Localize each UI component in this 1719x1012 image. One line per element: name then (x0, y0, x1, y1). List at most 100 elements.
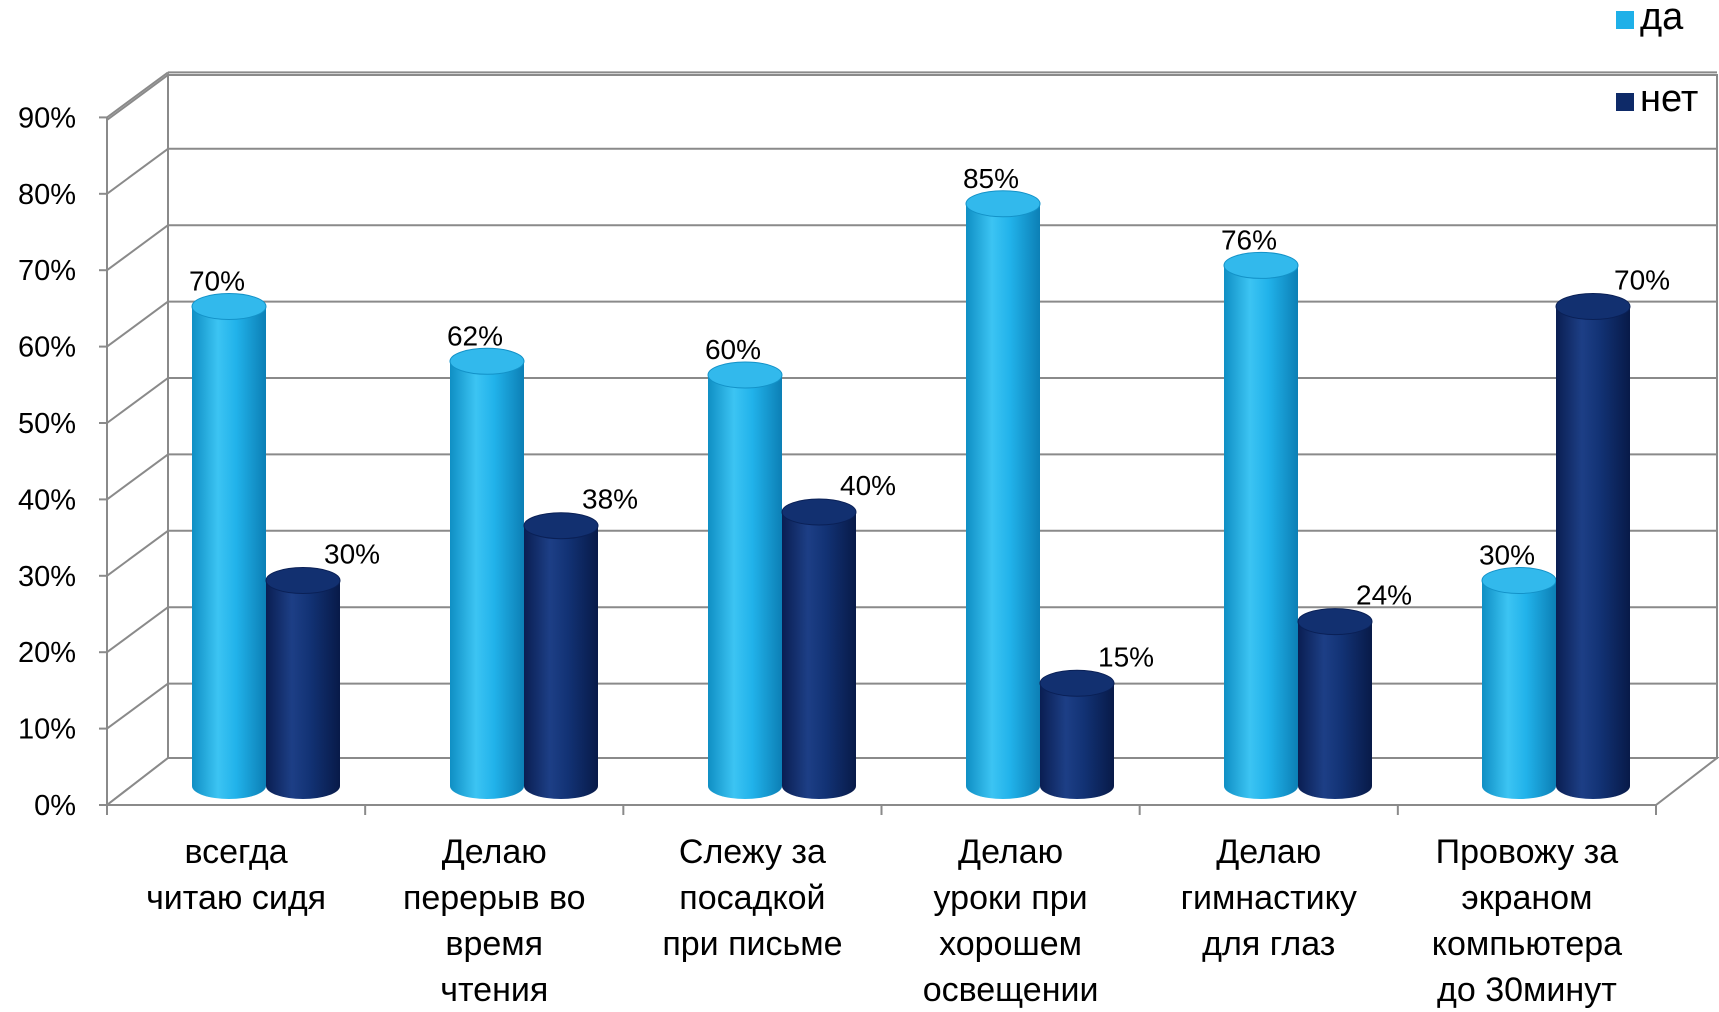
category-label-line: чтения (440, 971, 548, 1009)
y-tick-label: 50% (18, 408, 76, 440)
bar-top (707, 361, 783, 389)
category-label-line: Провожу за (1436, 833, 1619, 871)
data-label: 15% (1098, 641, 1154, 672)
gridline-side (106, 147, 169, 195)
y-tick-label: 30% (18, 561, 76, 593)
bar-da-4 (1223, 251, 1299, 799)
bar-top (449, 347, 525, 375)
bar-body (1040, 683, 1114, 799)
bar-net-4 (1297, 608, 1373, 799)
gridline-side (106, 300, 169, 348)
category-label-line: уроки при (934, 879, 1088, 917)
gridline-side (106, 377, 169, 424)
bar-top (1223, 251, 1299, 279)
data-label: 70% (1614, 265, 1670, 296)
gridline-side (106, 529, 169, 577)
y-tick-label: 70% (18, 255, 76, 287)
gridline-side (106, 682, 169, 730)
bar-body (524, 525, 598, 799)
category-label-line: время (445, 925, 543, 963)
data-label: 30% (1479, 540, 1535, 571)
data-label: 40% (840, 470, 896, 501)
bar-top (781, 498, 857, 526)
category-label-1: Делаю перерыв во время чтения (403, 833, 586, 1009)
y-tick-label: 0% (34, 790, 76, 822)
category-label-line: Делаю (1216, 833, 1321, 871)
legend-swatch-da (1616, 11, 1634, 29)
bar-net-3 (1039, 669, 1115, 799)
legend-label-net: нет (1640, 78, 1698, 120)
category-label-line: при письме (662, 925, 842, 963)
category-label-line: Делаю (442, 833, 547, 871)
bar-da-0 (191, 293, 267, 799)
bar-net-2 (781, 498, 857, 799)
data-label: 30% (324, 539, 380, 570)
chart-floor (104, 757, 1719, 806)
category-label-5: Провожу за экраном компьютера до 30минут (1432, 833, 1622, 1009)
legend: да нет (1616, 0, 1698, 120)
category-label-0: всегда читаю сидя (146, 833, 326, 917)
category-label-line: гимнастику (1181, 879, 1357, 917)
data-labels: 70% 30% 62% 38% 60% 40% 85% 15% 76% 24% 30% 70% (189, 163, 1670, 673)
bar-top (1039, 669, 1115, 697)
bar-body (782, 512, 856, 799)
y-tick-label: 90% (18, 102, 76, 134)
bar-net-1 (523, 512, 599, 799)
bar-body (1482, 580, 1556, 799)
bar-body (450, 361, 524, 799)
bar-body (1224, 265, 1298, 799)
y-tick-label: 20% (18, 637, 76, 669)
category-label-4: Делаю гимнастику для глаз (1181, 833, 1357, 963)
y-tick-label: 60% (18, 332, 76, 364)
bar-da-5 (1481, 567, 1557, 799)
bar-da-1 (449, 347, 525, 799)
category-label-3: Делаю уроки при хорошем освещении (923, 833, 1099, 1009)
axes: 0% 10% 20% 30% 40% 50% 60% 70% 80% 90% (18, 102, 1657, 822)
bar-da-3 (965, 190, 1041, 799)
bar-top (523, 512, 599, 540)
data-label: 76% (1221, 224, 1277, 255)
category-label-2: Слежу за посадкой при письме (662, 833, 842, 963)
category-label-line: посадкой (679, 879, 825, 917)
bar-body (192, 306, 266, 799)
category-label-line: Делаю (958, 833, 1063, 871)
bar-body (1556, 306, 1630, 799)
category-label-line: хорошем (939, 925, 1082, 963)
y-tick-label: 10% (18, 714, 76, 746)
category-labels: всегда читаю сидя Делаю перерыв во время чтен… (146, 833, 1622, 1009)
bar-body (966, 203, 1040, 799)
gridline-side (106, 71, 169, 119)
gridline-side (106, 453, 169, 501)
bar-top (1297, 608, 1373, 636)
category-label-line: Слежу за (679, 833, 826, 871)
category-label-line: читаю сидя (146, 879, 326, 917)
data-label: 38% (582, 484, 638, 515)
category-label-line: экраном (1461, 879, 1592, 917)
bar-body (266, 580, 340, 799)
category-label-line: для глаз (1202, 925, 1335, 963)
data-label: 24% (1356, 580, 1412, 611)
category-label-line: освещении (923, 971, 1099, 1009)
bar-body (708, 375, 782, 799)
chart-side-wall (106, 73, 169, 808)
data-label: 60% (705, 334, 761, 365)
y-tick-label: 40% (18, 484, 76, 516)
bar-top (1555, 293, 1631, 320)
gridlines (106, 71, 1717, 730)
bar-top (1481, 567, 1557, 594)
bar-net-0 (265, 567, 341, 799)
legend-label-da: да (1640, 0, 1684, 38)
category-label-line: перерыв во (403, 879, 586, 917)
bar-top (191, 293, 267, 320)
data-label: 70% (189, 266, 245, 297)
category-label-line: компьютера (1432, 925, 1622, 963)
gridline-side (106, 224, 169, 272)
category-label-line: всегда (184, 833, 287, 871)
bar-net-5 (1555, 293, 1631, 799)
chart-background (104, 73, 1719, 808)
bar-top (965, 190, 1041, 218)
data-label: 62% (447, 320, 503, 351)
y-tick-label: 80% (18, 179, 76, 211)
bars (191, 190, 1631, 799)
